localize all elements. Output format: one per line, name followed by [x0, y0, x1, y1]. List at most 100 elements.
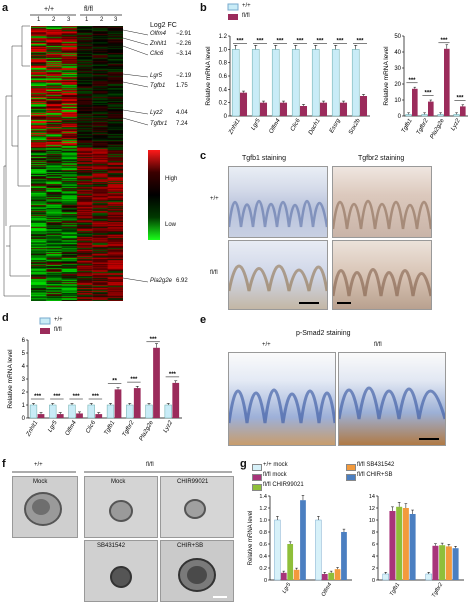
sig-marker: ***	[53, 394, 61, 400]
bar	[311, 49, 320, 117]
bar	[439, 545, 446, 580]
b-legend-wt: +/+	[242, 3, 251, 9]
y-tick-label: 6	[22, 338, 26, 344]
f-cond-chir: CHIR99021	[177, 479, 209, 485]
y-tick-label: 0	[264, 578, 267, 584]
sig-marker: ***	[356, 38, 364, 44]
bar	[300, 106, 308, 116]
bar	[133, 388, 141, 418]
x-tick-label: Lgr5	[282, 581, 293, 594]
bar	[334, 569, 341, 580]
bar	[396, 506, 403, 580]
bar	[293, 569, 300, 580]
bar	[145, 404, 153, 419]
g-legend-swatch	[346, 474, 356, 481]
panel-b-letter: b	[200, 2, 207, 14]
y-tick-label: 0	[398, 114, 402, 120]
color-scale-bar	[148, 150, 160, 240]
g-legend-swatch	[252, 484, 262, 491]
sig-marker: ***	[169, 372, 177, 378]
bar	[87, 404, 95, 419]
x-tick-label: Lgr5	[47, 419, 59, 433]
b-legend-ko: fl/fl	[242, 13, 250, 19]
sig-marker: ***	[92, 394, 100, 400]
dendrogram	[3, 25, 30, 297]
g-legend-swatch	[252, 464, 262, 471]
y-tick-label: 3	[22, 377, 26, 383]
c-photo-tgfbr2-wt	[332, 166, 432, 238]
x-tick-label: Tgfb1	[389, 582, 401, 597]
gene-fc: 6.92	[176, 278, 188, 284]
c-photo-tgfb1-ko	[228, 240, 328, 310]
gene-label: Lyz2	[150, 110, 163, 116]
bar	[328, 572, 335, 580]
y-axis-label: Relative mRNA level	[383, 46, 390, 106]
panel-f-letter: f	[2, 458, 6, 470]
y-axis-label: Relative mRNA level	[205, 46, 212, 106]
f-cond-wt-mock: Mock	[33, 479, 48, 485]
c-row-ko: fl/fl	[210, 270, 218, 276]
bar	[321, 574, 328, 580]
sig-marker: **	[112, 378, 117, 384]
organoid-ko-chir-sb: CHIR+SB	[160, 540, 234, 602]
y-tick-label: 12	[369, 506, 375, 512]
gene-fc: −2.26	[176, 41, 192, 47]
y-tick-label: 0.4	[259, 554, 267, 560]
sig-marker: ***	[296, 38, 304, 44]
gene-label: Olfm4	[150, 31, 167, 37]
y-tick-label: 0.4	[219, 87, 228, 93]
x-tick-label: Znhit1	[228, 118, 242, 136]
y-axis-label: Relative mRNA level	[7, 349, 14, 409]
f-group-wt: +/+	[34, 462, 43, 468]
x-tick-label: Sox2b	[348, 117, 362, 135]
sig-marker: ***	[408, 78, 416, 84]
x-tick-label: Tgfbr2	[122, 419, 136, 438]
gene-label: Znhit1	[150, 41, 167, 47]
bar	[172, 382, 180, 418]
bar	[360, 96, 368, 116]
bar	[432, 545, 439, 580]
chart-d: 0 1 2 3 4 5 6 Relative mRNA level Znhit1 *** Lgr5 *…	[7, 337, 182, 442]
bar	[29, 404, 38, 419]
y-tick-label: 10	[394, 98, 401, 104]
bar	[402, 508, 409, 580]
sig-marker: ***	[130, 377, 138, 383]
bar	[153, 347, 160, 418]
gene-fc: −2.91	[176, 31, 192, 37]
sig-marker: ***	[73, 394, 81, 400]
y-tick-label: 0.8	[219, 61, 228, 67]
d-legend-wt: +/+	[54, 317, 63, 323]
y-tick-label: 1.4	[259, 494, 267, 500]
x-tick-label: Lgr5	[251, 117, 263, 131]
bar	[164, 404, 172, 419]
bar	[280, 572, 287, 580]
y-tick-label: 14	[369, 494, 375, 500]
gene-label: Lgr5	[150, 73, 163, 79]
panel-a-letter: a	[2, 2, 9, 14]
f-group-lines	[12, 471, 232, 473]
bar	[445, 546, 452, 580]
bar	[56, 414, 64, 418]
bar	[425, 573, 433, 581]
g-legend-swatch	[346, 464, 356, 471]
y-tick-label: 1.0	[219, 47, 228, 53]
bar	[437, 114, 444, 117]
x-tick-label: Olfm4	[321, 582, 334, 598]
bar	[351, 49, 360, 117]
f-cond-chir-sb: CHIR+SB	[177, 543, 204, 549]
bar	[405, 114, 412, 117]
legend-high: High	[165, 176, 178, 182]
bar	[287, 544, 294, 580]
x-tick-label: Essrg	[329, 117, 342, 134]
y-tick-label: 0.6	[259, 542, 267, 548]
y-tick-label: 1	[22, 403, 26, 409]
lane-4: 1	[85, 17, 89, 23]
legend-low: Low	[165, 222, 177, 228]
bar	[240, 92, 248, 116]
x-tick-label: Clic6	[85, 419, 97, 434]
y-tick-label: 0.2	[219, 101, 228, 107]
bar	[126, 404, 134, 419]
f-group-ko: fl/fl	[146, 462, 154, 468]
panel-c-letter: c	[200, 150, 207, 162]
y-tick-label: 6	[372, 542, 375, 548]
